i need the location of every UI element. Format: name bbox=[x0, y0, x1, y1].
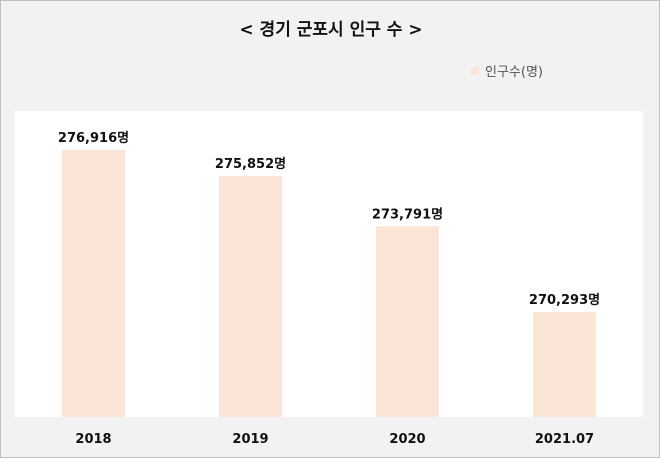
bar-2021.07 bbox=[533, 311, 596, 417]
x-tick-2021.07: 2021.07 bbox=[535, 432, 594, 447]
bar-2020 bbox=[376, 226, 439, 417]
bar-2019 bbox=[219, 175, 282, 417]
data-label-2018: 276,916명 bbox=[58, 130, 129, 146]
x-tick-2020: 2020 bbox=[389, 432, 425, 447]
bar-2018 bbox=[62, 149, 125, 418]
data-label-2020: 273,791명 bbox=[372, 206, 443, 222]
chart-title: < 경기 군포시 인구 수 > bbox=[239, 20, 423, 40]
legend: 인구수(명) bbox=[471, 61, 543, 80]
x-tick-2019: 2019 bbox=[232, 432, 268, 447]
legend-swatch bbox=[471, 66, 479, 75]
legend-label: 인구수(명) bbox=[485, 65, 543, 80]
x-tick-2018: 2018 bbox=[75, 432, 111, 447]
data-label-2021.07: 270,293명 bbox=[529, 292, 600, 308]
data-label-2019: 275,852명 bbox=[215, 156, 286, 172]
